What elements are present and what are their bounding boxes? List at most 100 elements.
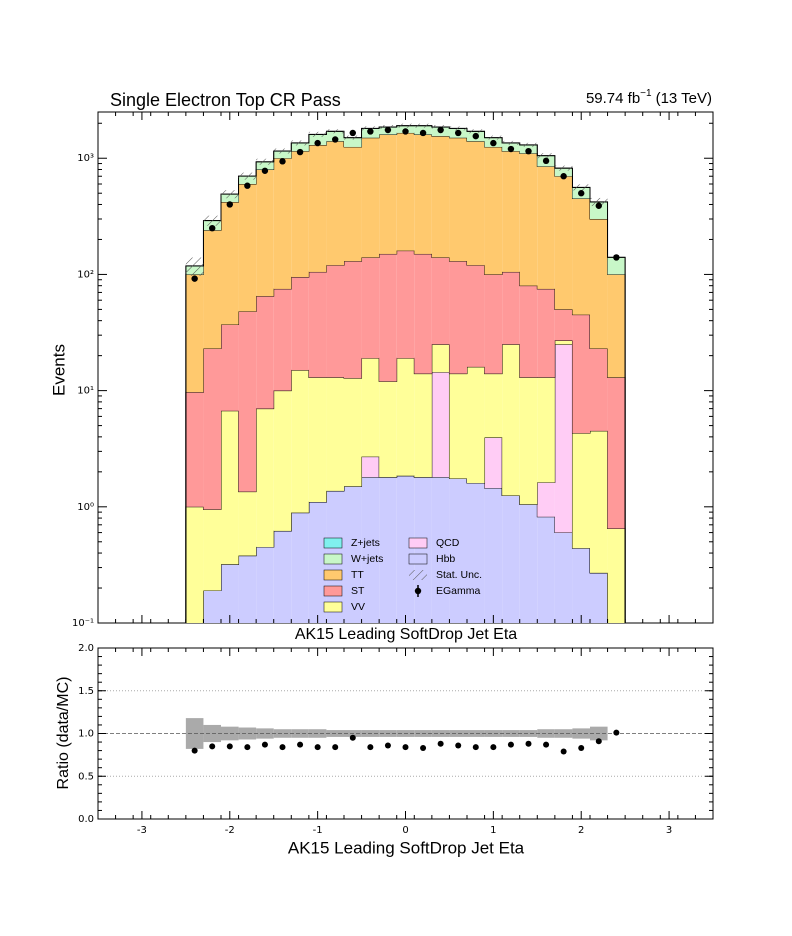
lumi-energy: (13 TeV) [656, 90, 712, 107]
data-point [349, 129, 356, 137]
ratio-point [472, 744, 479, 751]
stack-bar [308, 144, 327, 272]
ratio-band [467, 730, 485, 737]
data-point [578, 190, 585, 197]
stack-bar [414, 253, 432, 374]
stack-bar [590, 348, 608, 431]
ratio-point [560, 748, 567, 755]
x-tick-label: 0 [402, 825, 408, 836]
stack-bar [344, 378, 362, 487]
y-tick-label: 1.0 [78, 729, 94, 740]
stack-bar [185, 274, 204, 393]
legend-label: W+jets [351, 553, 383, 565]
legend-label: QCD [436, 537, 460, 549]
y-tick-label: 10⁻¹ [72, 618, 94, 629]
ratio-band [273, 729, 292, 738]
stack-bar [431, 257, 450, 345]
ratio-point [384, 742, 391, 749]
main-panel: 10⁻¹ 10⁰ 10¹ 10² 10³ Z+jets W+jets TT ST VV QCD Hbb… [72, 111, 714, 629]
ratio-point [437, 740, 444, 747]
ratio-point [261, 741, 268, 748]
data-point [525, 147, 532, 155]
stack-bar [431, 136, 450, 258]
stack-bar [238, 311, 257, 492]
stack-bar [221, 324, 239, 411]
stat-unc [308, 131, 327, 137]
legend-label: EGamma [436, 585, 481, 597]
data-point [490, 139, 497, 147]
data-point [226, 201, 233, 208]
stat-unc [238, 172, 257, 180]
stat-unc [203, 215, 221, 226]
stack-bar [344, 486, 362, 623]
stack-bar [554, 168, 573, 177]
stack-bar [344, 261, 362, 379]
stack-bar [519, 377, 538, 505]
legend-swatch [409, 570, 427, 580]
legend-swatch [323, 601, 343, 613]
data-point [332, 136, 339, 143]
data-point [209, 224, 216, 232]
ratio-band [291, 729, 309, 738]
ratio-y-axis-label: Ratio (data/MC) [55, 677, 72, 790]
ratio-point [367, 744, 374, 751]
x-tick-label: -1 [313, 825, 323, 836]
y-tick-label: 1.5 [78, 686, 94, 697]
stack-bar [256, 161, 274, 170]
stat-unc [414, 123, 432, 128]
stat-unc [326, 129, 344, 134]
stack-bar [519, 153, 538, 286]
data-point [613, 254, 620, 261]
stat-unc [590, 197, 608, 207]
ratio-band [238, 727, 257, 740]
stack-bar [238, 491, 257, 556]
ratio-point [507, 741, 514, 748]
ratio-band [221, 726, 239, 741]
stat-unc [344, 135, 362, 140]
stack-bar [379, 134, 397, 254]
data-point [314, 139, 321, 147]
stack-bar [308, 377, 327, 502]
stack-bar [273, 288, 292, 391]
stat-unc [273, 148, 292, 154]
stack-bar [203, 590, 221, 623]
stack-bar [467, 141, 485, 266]
ratio-panel: 0.0 0.5 1.0 1.5 2.0 -3 -2 -1 0 1 2 3 [78, 643, 714, 836]
data-point [560, 173, 567, 180]
chart-title: Single Electron Top CR Pass [110, 90, 341, 110]
y-tick-label: 2.0 [78, 643, 94, 654]
data-point [437, 126, 444, 134]
stack-bar [590, 202, 608, 219]
data-point [279, 158, 286, 165]
stack-bar [449, 137, 467, 262]
stack-bar [414, 477, 432, 623]
data-point [455, 129, 462, 137]
data-point [261, 167, 269, 174]
y-tick-label: 0.5 [78, 771, 94, 782]
stack-bar [396, 132, 415, 251]
ratio-point [543, 741, 550, 748]
legend-label: VV [351, 601, 365, 613]
ratio-point [191, 747, 198, 754]
stack-bar [502, 344, 520, 496]
data-point [402, 128, 409, 135]
stack-bar [431, 372, 450, 478]
stack-bar [256, 296, 274, 409]
stack-bar [554, 344, 573, 533]
stack-bar [273, 530, 292, 623]
stack-bar [273, 151, 292, 159]
stack-bar [361, 477, 380, 623]
ratio-point [402, 744, 409, 751]
stack-bar [308, 134, 327, 145]
stack-bar [449, 478, 467, 623]
legend-label: Z+jets [351, 537, 380, 549]
ratio-point [420, 745, 427, 752]
x-axis-label: AK15 Leading SoftDrop Jet Eta [295, 626, 517, 643]
stack-bar [502, 151, 520, 272]
stat-unc [221, 190, 239, 199]
x-tick-label: 2 [578, 825, 584, 836]
stack-outline [185, 250, 626, 623]
stack-bar [572, 548, 590, 623]
stack-bar [203, 509, 221, 591]
ratio-band [519, 730, 538, 737]
